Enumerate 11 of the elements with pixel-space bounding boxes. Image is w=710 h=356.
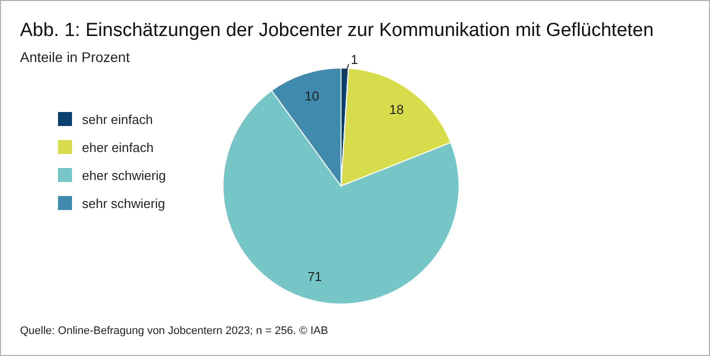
source-note: Quelle: Online-Befragung von Jobcentern 2023; n = 256. © IAB [20, 325, 328, 337]
legend-label: sehr einfach [82, 112, 153, 127]
data-label: 71 [307, 269, 322, 284]
legend-label: eher schwierig [82, 168, 166, 183]
legend-label: eher einfach [82, 140, 154, 155]
data-label: 10 [304, 88, 320, 104]
chart-subtitle: Anteile in Prozent [20, 49, 130, 65]
data-label: 1 [350, 52, 358, 68]
legend-label: sehr schwierig [82, 196, 166, 211]
data-label: 18 [389, 102, 404, 118]
chart-title: Abb. 1: Einschätzungen der Jobcenter zur Kommunikation mit Geflüchteten [20, 20, 654, 41]
